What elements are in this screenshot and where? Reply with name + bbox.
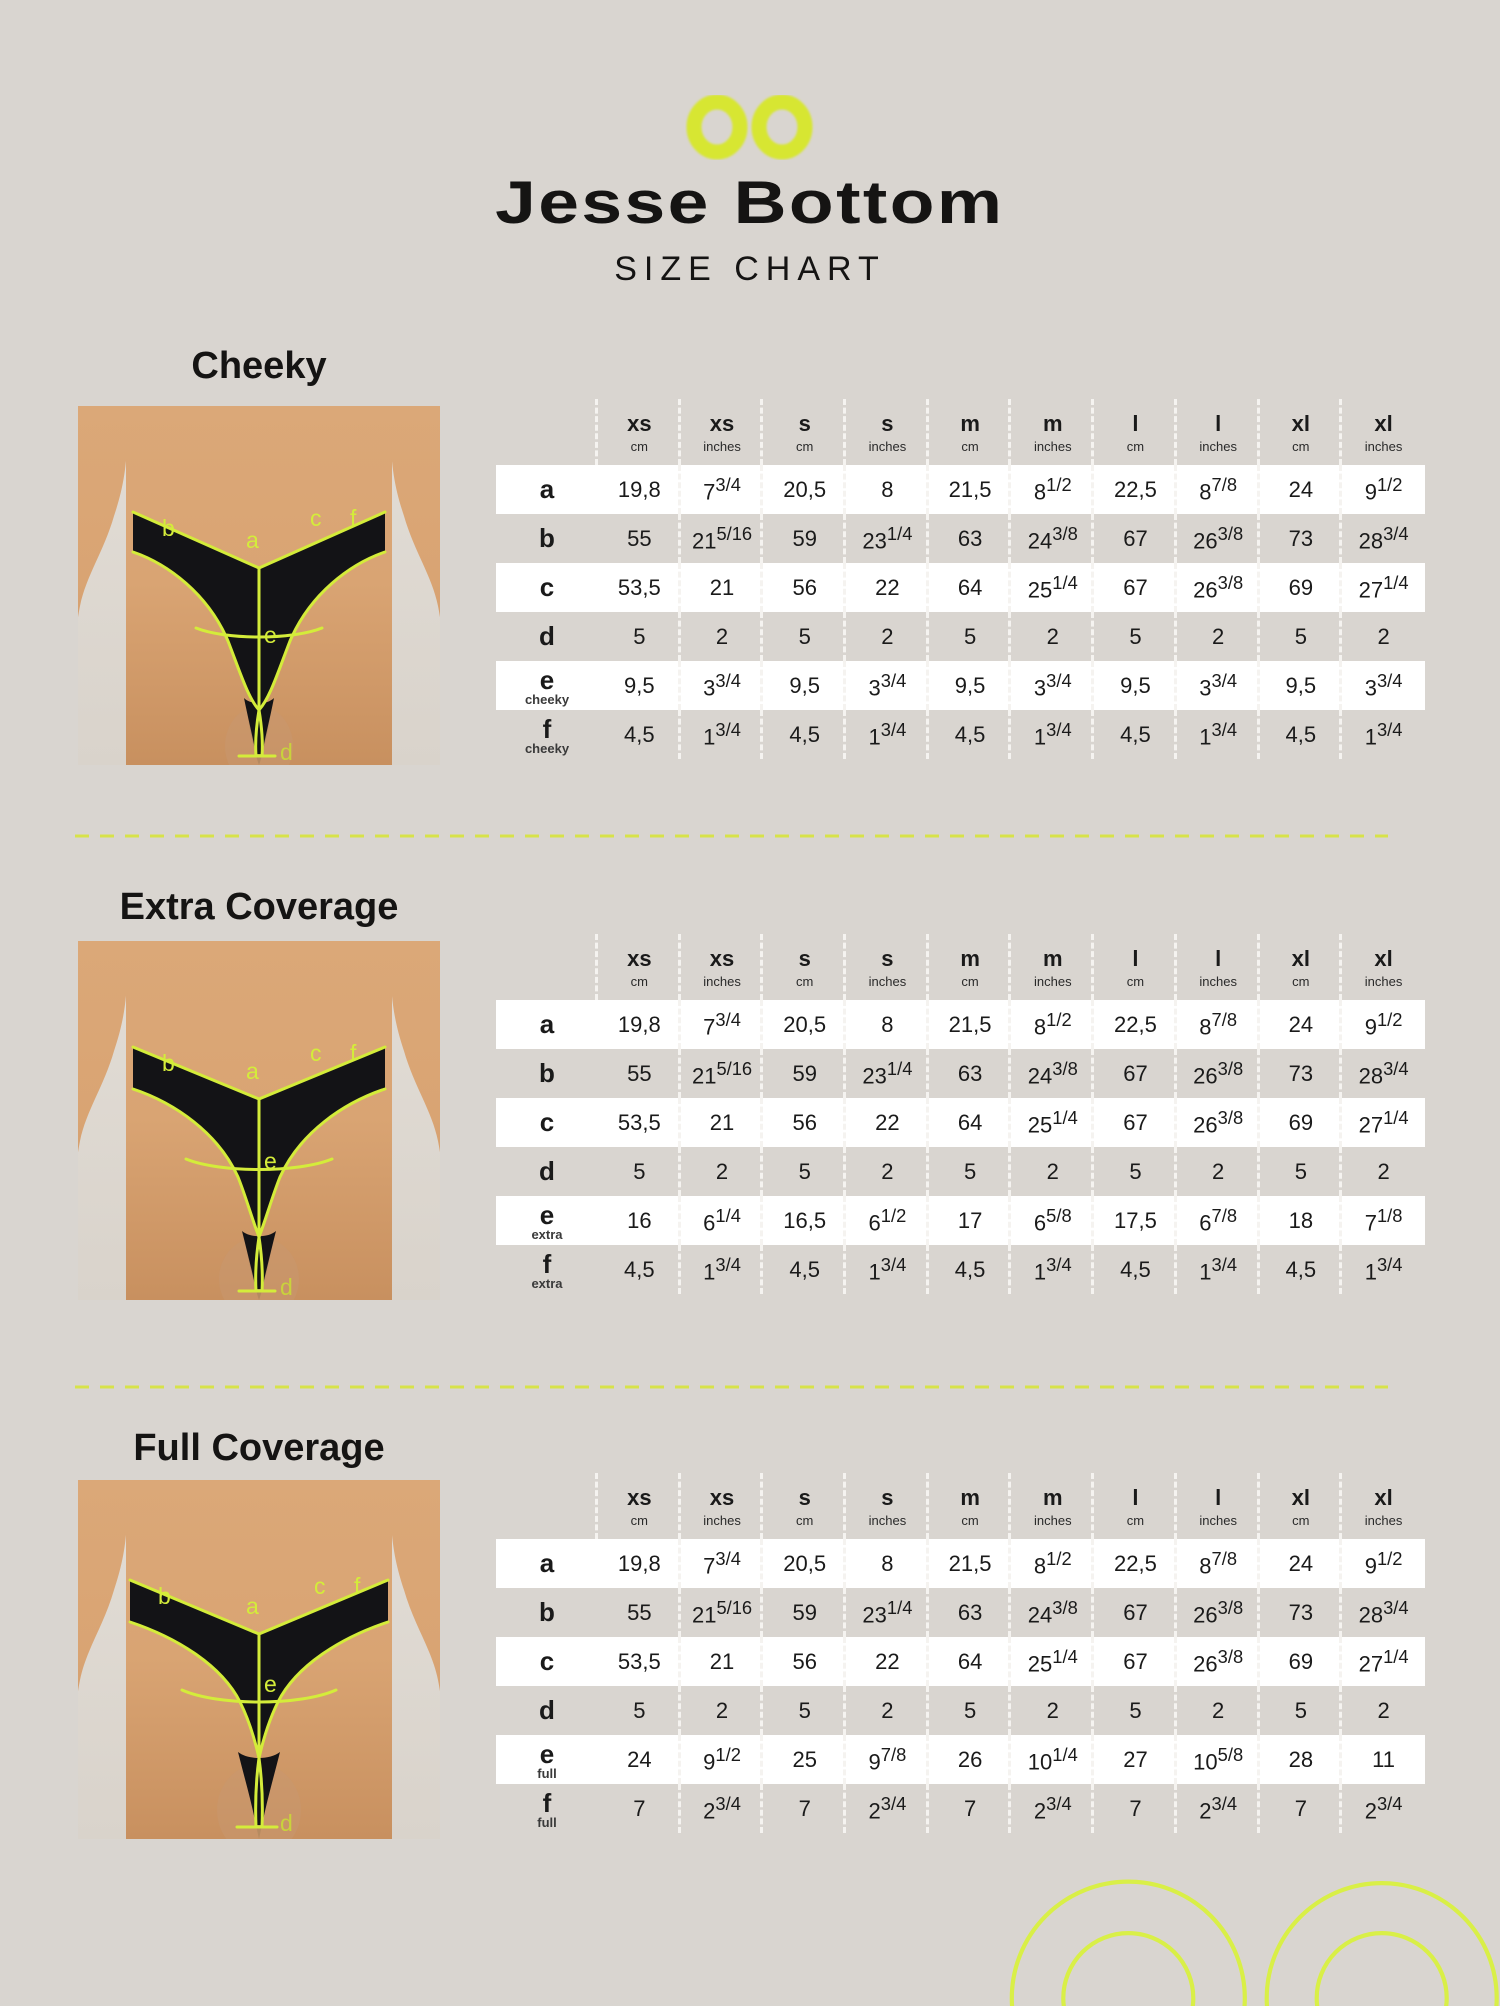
svg-text:d: d: [280, 739, 293, 765]
svg-text:b: b: [162, 1050, 175, 1076]
svg-text:e: e: [264, 1148, 277, 1174]
svg-text:c: c: [310, 1040, 322, 1066]
svg-text:e: e: [264, 1671, 277, 1697]
svg-text:e: e: [264, 622, 277, 648]
svg-text:a: a: [246, 1593, 259, 1619]
svg-text:a: a: [246, 527, 259, 553]
svg-text:d: d: [280, 1274, 293, 1300]
svg-text:c: c: [310, 505, 322, 531]
svg-text:b: b: [158, 1583, 171, 1609]
svg-text:b: b: [162, 515, 175, 541]
svg-text:f: f: [350, 1040, 357, 1066]
svg-text:f: f: [350, 505, 357, 531]
svg-text:c: c: [314, 1573, 326, 1599]
svg-text:a: a: [246, 1058, 259, 1084]
svg-text:f: f: [354, 1573, 361, 1599]
